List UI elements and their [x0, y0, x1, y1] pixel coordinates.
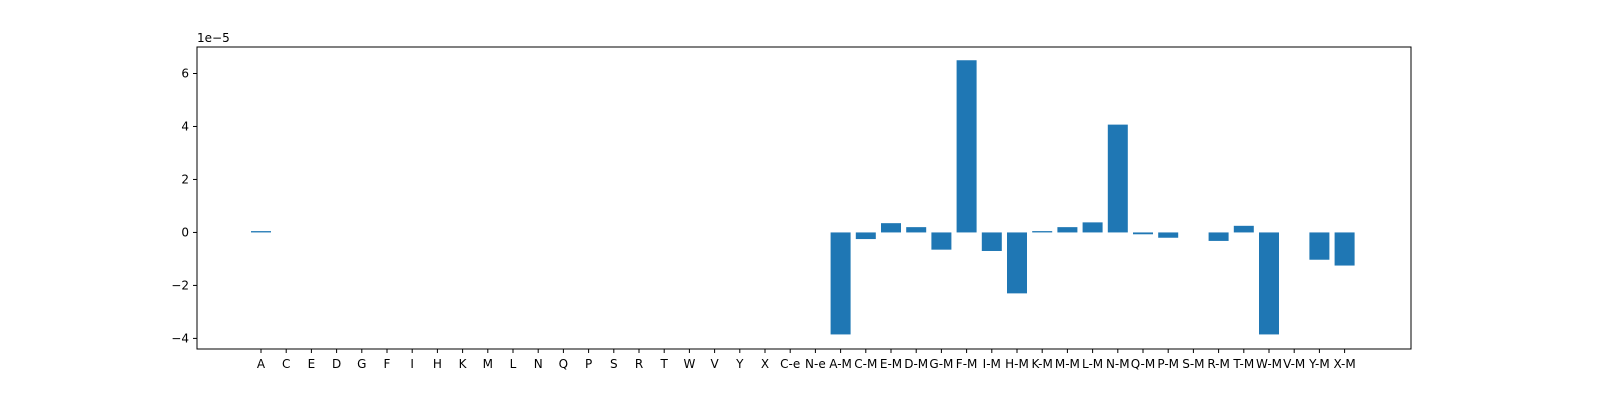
bar-P-M	[1158, 232, 1179, 238]
bars-layer	[251, 60, 1355, 335]
x-tick-label: W-M	[1256, 357, 1282, 371]
x-tick-label: C	[282, 357, 290, 371]
x-tick-label: K	[459, 357, 468, 371]
x-tick-label: C-M	[854, 357, 877, 371]
x-tick-label: S-M	[1182, 357, 1204, 371]
x-tick-label: M	[483, 357, 493, 371]
x-tick-label: N-M	[1106, 357, 1130, 371]
x-tick-label: E-M	[880, 357, 902, 371]
x-tick-label: X-M	[1333, 357, 1355, 371]
bar-Y-M	[1309, 232, 1330, 260]
x-tick-label: V	[710, 357, 719, 371]
bar-E-M	[881, 223, 901, 233]
x-tick-label: Q-M	[1131, 357, 1155, 371]
y-tick-label: 6	[181, 66, 189, 80]
x-tick-label: F-M	[956, 357, 978, 371]
x-tick-label: D-M	[904, 357, 928, 371]
y-axis: −4 −2 0 2 4 6	[171, 66, 197, 345]
x-tick-label: T	[660, 357, 669, 371]
x-tick-label: P	[585, 357, 592, 371]
x-tick-label: R-M	[1207, 357, 1230, 371]
y-axis-multiplier-label: 1e−5	[197, 31, 230, 45]
x-tick-label: S	[610, 357, 618, 371]
x-tick-label: D	[332, 357, 341, 371]
x-tick-label: E	[308, 357, 316, 371]
x-tick-label: M-M	[1055, 357, 1080, 371]
bar-C-M	[855, 232, 876, 240]
bar-M-M	[1057, 227, 1078, 233]
bar-G-M	[931, 232, 952, 250]
bar-D-M	[906, 227, 927, 233]
x-tick-label: G-M	[929, 357, 953, 371]
x-tick-label: I	[410, 357, 414, 371]
x-tick-label: F	[384, 357, 391, 371]
x-tick-label: G	[357, 357, 366, 371]
bar-L-M	[1082, 222, 1103, 233]
x-axis: A C E D G F I H K M L N Q P S R T W V Y X C-e N-e A-M C-M E-M D-M G…	[257, 349, 1356, 371]
x-tick-label: V-M	[1283, 357, 1305, 371]
x-tick-label: L	[510, 357, 517, 371]
bar-W-M	[1259, 232, 1279, 335]
y-tick-label: −2	[171, 278, 189, 292]
bar-A-M	[830, 232, 851, 335]
bar-X-M	[1334, 232, 1355, 266]
y-tick-label: 4	[181, 119, 189, 133]
x-tick-label: Q	[559, 357, 568, 371]
y-tick-label: −4	[171, 331, 189, 345]
x-tick-label: H	[433, 357, 442, 371]
x-tick-label: K-M	[1032, 357, 1053, 371]
x-tick-label: A-M	[829, 357, 852, 371]
bar-R-M	[1208, 232, 1229, 241]
bar-F-M	[956, 60, 977, 233]
x-tick-label: W	[683, 357, 695, 371]
bar-T-M	[1233, 225, 1254, 233]
x-tick-label: L-M	[1082, 357, 1103, 371]
x-tick-label: N	[534, 357, 543, 371]
x-tick-label: P-M	[1157, 357, 1179, 371]
bar-Q-M	[1133, 232, 1153, 235]
x-tick-label: X	[761, 357, 769, 371]
x-tick-label: Y-M	[1308, 357, 1330, 371]
bar-I-M	[981, 232, 1002, 251]
x-tick-label: H-M	[1005, 357, 1029, 371]
x-tick-label: Y	[735, 357, 744, 371]
bar-N-M	[1107, 124, 1128, 233]
y-tick-label: 2	[181, 172, 189, 186]
x-tick-label: R	[635, 357, 643, 371]
x-tick-label: I-M	[983, 357, 1001, 371]
plot-frame	[196, 46, 1412, 350]
x-tick-label: C-e	[780, 357, 800, 371]
bar-H-M	[1007, 232, 1027, 294]
x-tick-label: A	[257, 357, 266, 371]
x-tick-label: T-M	[1232, 357, 1254, 371]
y-tick-label: 0	[181, 225, 189, 239]
bar-A	[251, 231, 271, 233]
bar-K-M	[1032, 231, 1053, 233]
x-tick-label: N-e	[805, 357, 826, 371]
